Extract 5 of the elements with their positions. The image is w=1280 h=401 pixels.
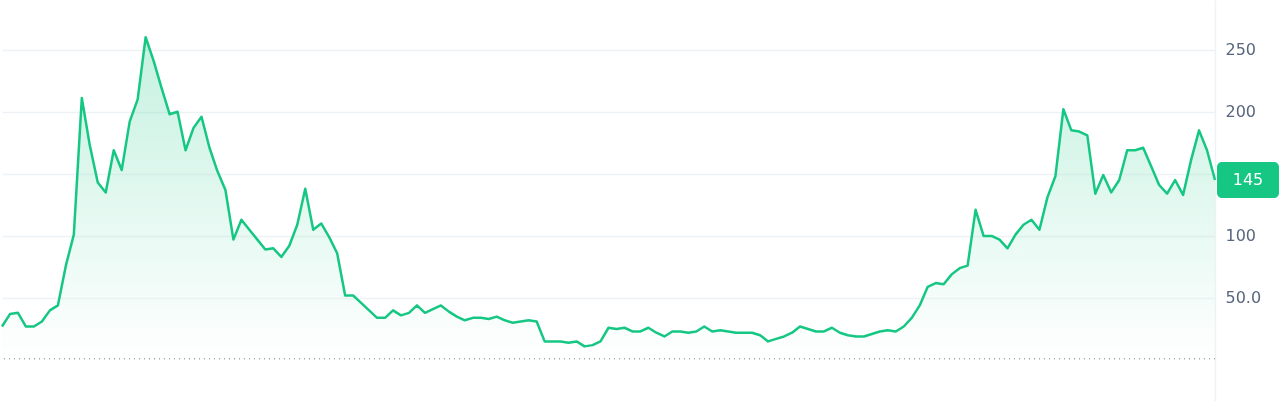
text: 145 [1232, 170, 1264, 190]
y-tick-label: 50.0 [1225, 288, 1262, 308]
y-tick-label: 250 [1225, 40, 1257, 60]
y-tick-label: 100 [1225, 226, 1257, 246]
y-tick-label: 200 [1225, 102, 1257, 122]
